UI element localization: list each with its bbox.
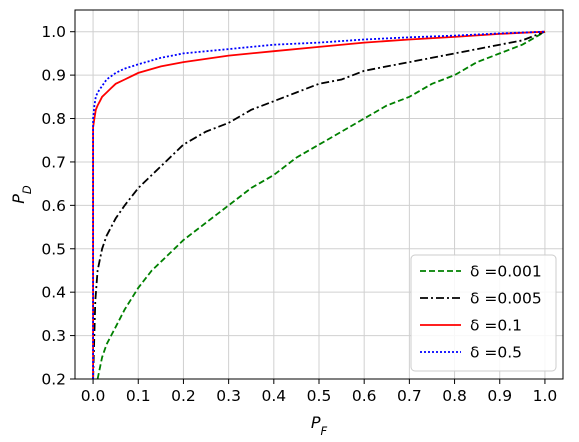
y-tick-label: 0.5 — [41, 240, 66, 258]
legend-label-1: δ =0.005 — [470, 290, 542, 308]
legend-label-0: δ =0.001 — [470, 263, 542, 281]
legend-label-2: δ =0.1 — [470, 317, 522, 335]
series-line-0 — [96, 30, 546, 380]
y-tick-label: 0.7 — [41, 153, 66, 171]
y-tick-label: 0.3 — [41, 327, 66, 345]
legend-label-3: δ =0.5 — [470, 344, 522, 362]
x-tick-label: 0.5 — [307, 387, 332, 405]
x-axis: 0.0 0.1 0.2 0.3 0.4 0.5 0.6 0.7 0.8 0.9 1.0 — [81, 379, 558, 405]
x-tick-label: 0.3 — [216, 387, 241, 405]
y-tick-label: 0.6 — [41, 197, 66, 215]
legend: δ =0.001 δ =0.005 δ =0.1 δ =0.5 — [410, 254, 557, 372]
legend-box — [410, 254, 557, 372]
x-tick-label: 0.9 — [487, 387, 512, 405]
series-line-2 — [92, 30, 545, 379]
y-tick-label: 1.0 — [41, 23, 66, 41]
series-line-1 — [92, 30, 546, 380]
x-tick-label: 0.0 — [81, 387, 106, 405]
x-tick-label: 0.2 — [171, 387, 196, 405]
y-axis-title: PD — [9, 185, 34, 204]
x-tick-label: 0.1 — [126, 387, 151, 405]
axis-titles: PF PD — [9, 185, 328, 438]
y-axis: 0.2 0.3 0.4 0.5 0.6 0.7 0.8 0.9 1.0 — [41, 23, 75, 389]
y-tick-label: 0.9 — [41, 67, 66, 85]
y-tick-label: 0.4 — [41, 284, 66, 302]
x-axis-title: PF — [311, 413, 328, 438]
y-tick-label: 0.2 — [41, 371, 66, 389]
y-tick-label: 0.8 — [41, 110, 66, 128]
x-tick-label: 1.0 — [533, 387, 558, 405]
series-group — [92, 30, 546, 380]
x-tick-label: 0.8 — [442, 387, 467, 405]
x-tick-label: 0.7 — [397, 387, 422, 405]
x-tick-label: 0.6 — [352, 387, 377, 405]
x-tick-label: 0.4 — [261, 387, 286, 405]
